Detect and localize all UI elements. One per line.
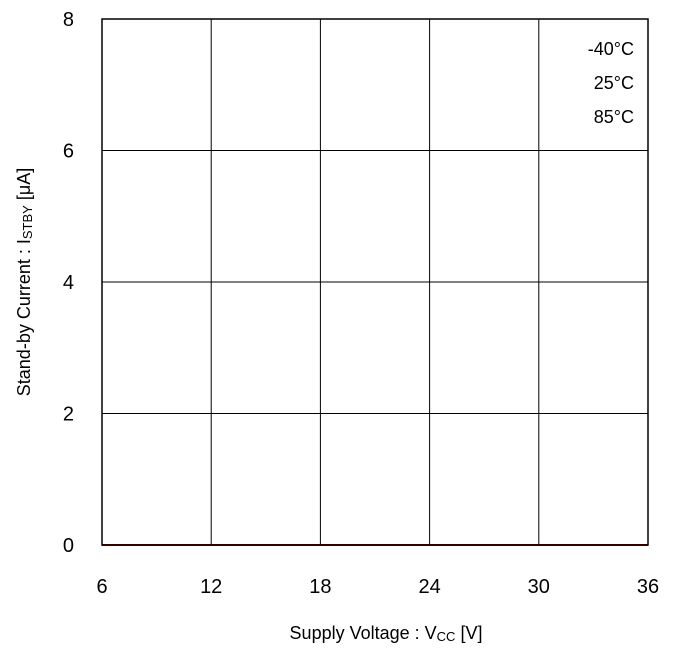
legend: -40°C 25°C 85°C [588, 39, 634, 127]
y-axis-label-main: Stand-by Current : I [14, 239, 34, 396]
x-tick-label-2: 18 [309, 576, 331, 598]
y-axis-label-unit: [μA] [14, 168, 34, 205]
legend-entry-0: -40°C [588, 39, 634, 59]
x-axis-label-main: Supply Voltage : V [290, 623, 437, 643]
x-tick-labels: 6 12 18 24 30 36 [96, 576, 659, 598]
x-tick-label-1: 12 [200, 576, 222, 598]
y-tick-label-0: 0 [63, 535, 74, 557]
y-tick-label-1: 2 [63, 404, 74, 426]
x-axis-label-sub: CC [437, 629, 456, 644]
grid-lines [101, 18, 649, 546]
y-tick-label-2: 4 [63, 272, 74, 294]
x-tick-label-3: 24 [418, 576, 440, 598]
y-tick-label-4: 8 [63, 9, 74, 31]
legend-entry-2: 85°C [594, 107, 634, 127]
x-tick-label-5: 36 [637, 576, 659, 598]
plot-frame [101, 18, 649, 546]
y-tick-labels: 0 2 4 6 8 [63, 9, 74, 557]
y-tick-label-3: 6 [63, 141, 74, 163]
y-axis-label: Stand-by Current : ISTBY [μA] [14, 168, 35, 396]
x-tick-label-4: 30 [528, 576, 550, 598]
x-axis-label: Supply Voltage : VCC [V] [290, 623, 483, 644]
x-tick-label-0: 6 [96, 576, 107, 598]
y-axis-label-sub: STBY [20, 205, 35, 239]
x-axis-label-unit: [V] [455, 623, 482, 643]
legend-entry-1: 25°C [594, 73, 634, 93]
